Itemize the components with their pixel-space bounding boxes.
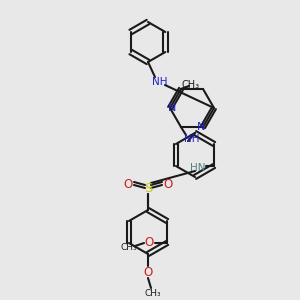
Text: CH₃: CH₃ (121, 242, 137, 251)
Text: CH₃: CH₃ (182, 80, 200, 90)
Text: S: S (144, 182, 152, 194)
Text: NH: NH (152, 77, 168, 87)
Text: CH₃: CH₃ (145, 290, 161, 298)
Text: O: O (144, 236, 154, 250)
Text: HN: HN (190, 163, 206, 173)
Text: O: O (123, 178, 133, 191)
Text: O: O (164, 178, 172, 191)
Text: O: O (143, 266, 153, 280)
Text: N: N (197, 122, 205, 132)
Text: NH: NH (184, 134, 200, 144)
Text: N: N (168, 103, 176, 113)
